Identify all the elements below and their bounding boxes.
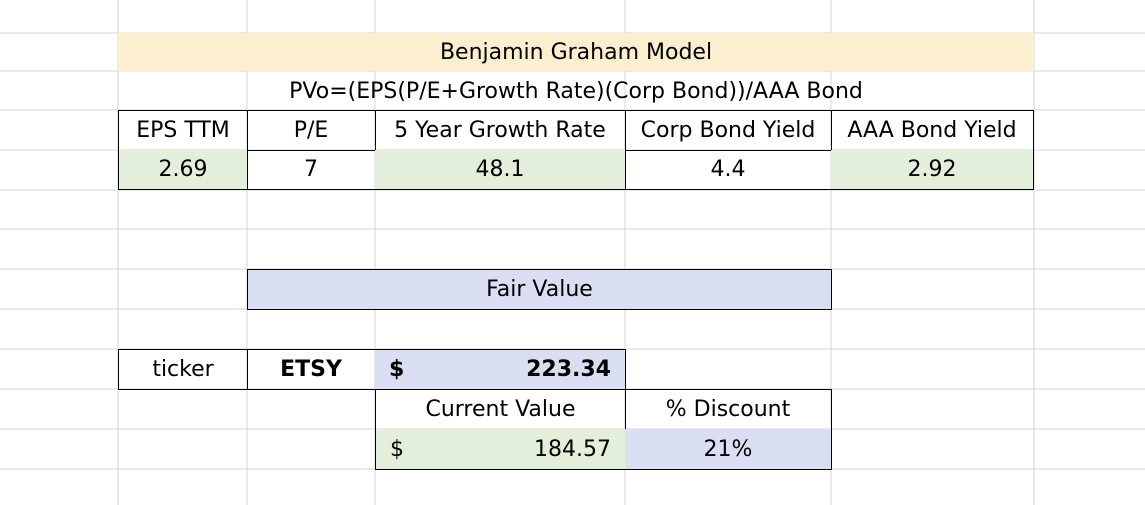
current-value-amount: 184.57 bbox=[534, 436, 611, 462]
formula-text: PVo=(EPS(P/E+Growth Rate)(Corp Bond))/AA… bbox=[289, 78, 863, 104]
header-aaa-bond-yield[interactable]: AAA Bond Yield bbox=[831, 110, 1034, 151]
ticker-label-cell[interactable]: ticker bbox=[118, 349, 248, 390]
model-title: Benjamin Graham Model bbox=[439, 39, 713, 65]
value-eps-ttm[interactable]: 2.69 bbox=[118, 150, 248, 190]
header-corp-bond-yield[interactable]: Corp Bond Yield bbox=[625, 110, 832, 151]
currency-symbol: $ bbox=[390, 436, 404, 462]
title-cell[interactable]: Benjamin Graham Model bbox=[118, 33, 1034, 71]
ticker-symbol-cell[interactable]: ETSY bbox=[247, 349, 376, 390]
discount-header[interactable]: % Discount bbox=[625, 389, 832, 430]
formula-cell[interactable]: PVo=(EPS(P/E+Growth Rate)(Corp Bond))/AA… bbox=[118, 72, 1034, 110]
header-pe[interactable]: P/E bbox=[247, 110, 376, 151]
fair-value-amount: 223.34 bbox=[526, 357, 611, 382]
currency-symbol: $ bbox=[389, 357, 405, 382]
fair-value-amount-cell[interactable]: $ 223.34 bbox=[375, 349, 626, 390]
current-value-header[interactable]: Current Value bbox=[375, 389, 626, 430]
current-value-amount-cell[interactable]: $ 184.57 bbox=[375, 429, 626, 470]
discount-value-cell[interactable]: 21% bbox=[625, 429, 832, 470]
value-corp-bond-yield[interactable]: 4.4 bbox=[625, 150, 832, 190]
value-growth-rate[interactable]: 48.1 bbox=[375, 150, 626, 190]
value-pe[interactable]: 7 bbox=[247, 150, 376, 190]
header-growth-rate[interactable]: 5 Year Growth Rate bbox=[375, 110, 626, 151]
header-eps-ttm[interactable]: EPS TTM bbox=[118, 110, 248, 151]
fair-value-header[interactable]: Fair Value bbox=[247, 269, 832, 310]
value-aaa-bond-yield[interactable]: 2.92 bbox=[831, 150, 1034, 190]
